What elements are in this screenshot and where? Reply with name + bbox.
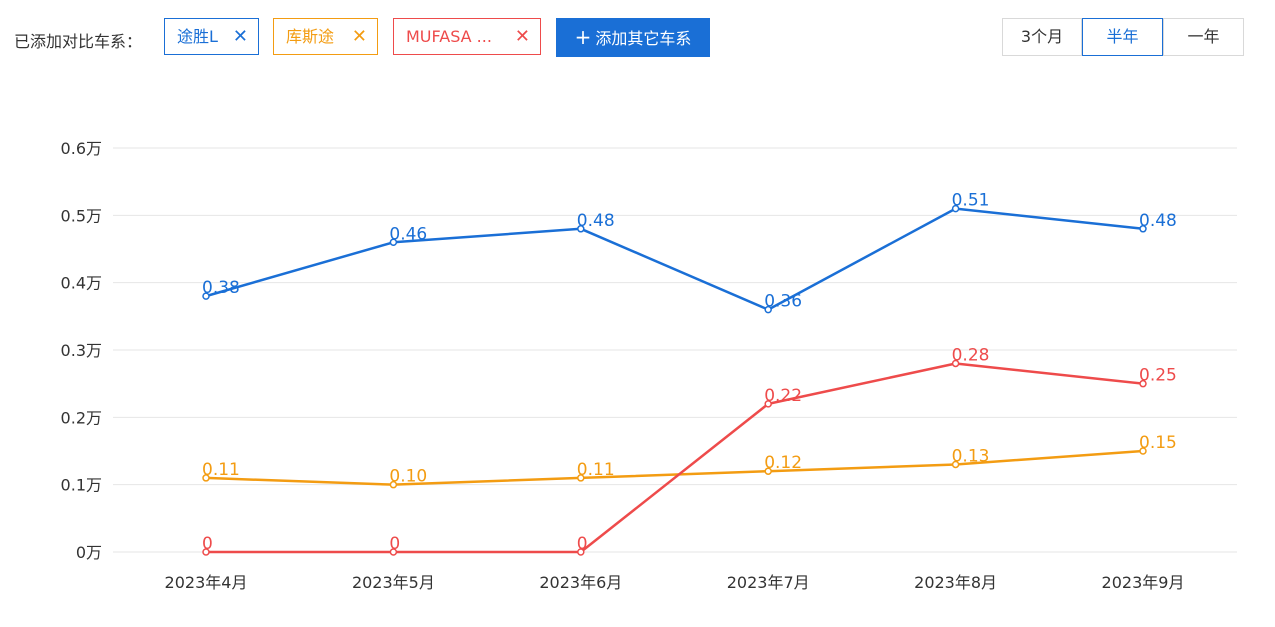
add-series-label: 添加其它车系 bbox=[595, 29, 692, 48]
data-label: 0 bbox=[389, 534, 400, 554]
tag-label: MUFASA ... bbox=[406, 27, 492, 46]
data-label: 0.36 bbox=[764, 292, 802, 312]
data-label: 0.48 bbox=[1139, 211, 1177, 231]
data-point bbox=[202, 548, 210, 556]
data-point bbox=[389, 548, 398, 556]
data-point bbox=[951, 460, 960, 469]
series-line bbox=[205, 449, 1144, 486]
x-tick-label: 2023年5月 bbox=[352, 573, 435, 592]
data-point bbox=[1139, 447, 1147, 455]
data-point bbox=[764, 467, 772, 475]
series-line bbox=[206, 362, 1144, 554]
data-point bbox=[1139, 379, 1147, 388]
y-tick-label: 0.3万 bbox=[61, 341, 102, 360]
data-label: 0 bbox=[202, 534, 213, 554]
data-point bbox=[389, 480, 398, 489]
period-one-year[interactable]: 一年 bbox=[1163, 18, 1244, 56]
data-point bbox=[389, 238, 398, 247]
x-tick-label: 2023年8月 bbox=[914, 573, 997, 592]
data-label: 0 bbox=[577, 534, 588, 554]
data-label: 0.12 bbox=[764, 453, 802, 473]
data-point bbox=[577, 225, 585, 233]
data-point bbox=[764, 305, 772, 314]
data-label: 0.10 bbox=[389, 467, 427, 487]
tag-series-1[interactable]: 途胜L ✕ bbox=[164, 18, 259, 55]
data-label: 0.46 bbox=[389, 224, 427, 244]
close-icon[interactable]: ✕ bbox=[514, 26, 530, 47]
x-tick-label: 2023年7月 bbox=[727, 573, 810, 592]
data-label: 0.25 bbox=[1139, 366, 1177, 386]
data-point bbox=[1139, 225, 1147, 233]
x-tick-label: 2023年6月 bbox=[539, 573, 622, 592]
add-series-button[interactable]: + 添加其它车系 bbox=[556, 18, 710, 57]
series-line bbox=[205, 207, 1144, 311]
x-tick-label: 2023年9月 bbox=[1102, 573, 1185, 592]
data-label: 0.11 bbox=[202, 460, 240, 480]
data-label: 0.13 bbox=[952, 446, 990, 466]
y-tick-label: 0.5万 bbox=[61, 206, 102, 225]
y-tick-label: 0万 bbox=[76, 543, 102, 562]
data-label: 0.22 bbox=[764, 386, 802, 406]
tag-label: 途胜L bbox=[177, 27, 218, 46]
y-tick-label: 0.1万 bbox=[61, 476, 102, 495]
data-point bbox=[951, 204, 960, 213]
data-label: 0.38 bbox=[202, 278, 240, 298]
y-tick-label: 0.2万 bbox=[61, 408, 102, 427]
tag-series-3[interactable]: MUFASA ... ✕ bbox=[393, 18, 541, 55]
period-half-year[interactable]: 半年 bbox=[1082, 18, 1163, 56]
y-tick-label: 0.4万 bbox=[61, 274, 102, 293]
data-point bbox=[577, 474, 585, 482]
data-label: 0.15 bbox=[1139, 433, 1177, 453]
y-tick-label: 0.6万 bbox=[61, 139, 102, 158]
data-point bbox=[764, 400, 772, 408]
plus-icon: + bbox=[574, 25, 592, 49]
data-label: 0.51 bbox=[952, 191, 990, 211]
tag-series-2[interactable]: 库斯途 ✕ bbox=[273, 18, 378, 55]
period-3-months[interactable]: 3个月 bbox=[1002, 18, 1082, 56]
data-point bbox=[951, 359, 960, 368]
data-label: 0.11 bbox=[577, 460, 615, 480]
close-icon[interactable]: ✕ bbox=[351, 26, 367, 47]
data-point bbox=[577, 548, 585, 556]
data-point bbox=[202, 292, 210, 300]
tag-label: 库斯途 bbox=[286, 27, 335, 46]
data-label: 0.48 bbox=[577, 211, 615, 231]
filter-bar: 已添加对比车系： 途胜L ✕ 库斯途 ✕ MUFASA ... ✕ + 添加其它车… bbox=[0, 0, 1275, 80]
x-tick-label: 2023年4月 bbox=[165, 573, 248, 592]
data-label: 0.28 bbox=[952, 345, 990, 365]
data-point bbox=[202, 474, 210, 482]
period-selector: 3个月 半年 一年 bbox=[1002, 18, 1244, 56]
compare-prefix-label: 已添加对比车系： bbox=[14, 32, 143, 51]
close-icon[interactable]: ✕ bbox=[232, 26, 248, 47]
